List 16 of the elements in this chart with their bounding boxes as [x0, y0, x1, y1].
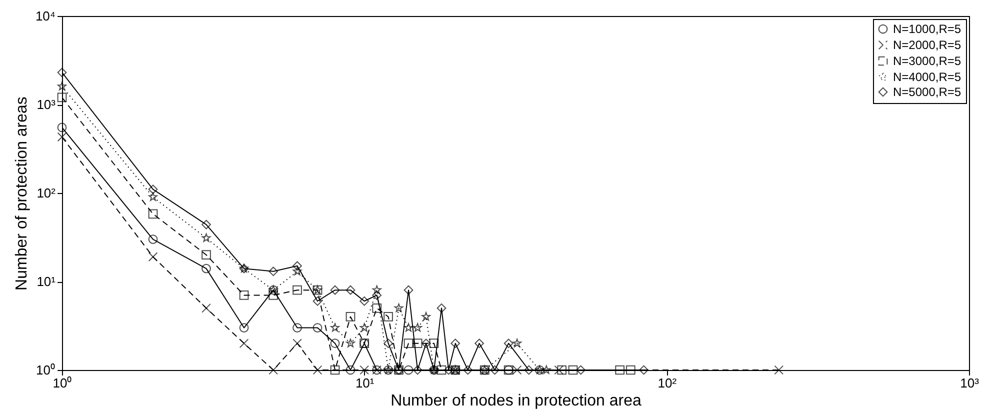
y-tick-label: 10⁴ — [35, 8, 56, 24]
x-axis-title: Number of nodes in protection area — [390, 392, 642, 410]
x-tick-label: 10² — [658, 376, 678, 390]
x-tick-label: 10³ — [960, 376, 980, 390]
legend-label: N=2000,R=5 — [893, 38, 962, 52]
legend-label: N=4000,R=5 — [893, 70, 962, 84]
legend-label: N=5000,R=5 — [893, 85, 962, 99]
y-tick-label: 10¹ — [36, 274, 56, 289]
x-tick-label: 10⁰ — [52, 376, 72, 390]
y-tick-label: 10² — [36, 186, 56, 200]
y-tick-label: 10⁰ — [36, 362, 56, 378]
legend-label: N=1000,R=5 — [893, 22, 962, 36]
y-tick-label: 10³ — [36, 97, 56, 112]
x-tick-label: 10¹ — [355, 376, 375, 390]
y-axis-title: Number of protection areas — [13, 96, 30, 290]
legend-label: N=3000,R=5 — [893, 54, 962, 68]
